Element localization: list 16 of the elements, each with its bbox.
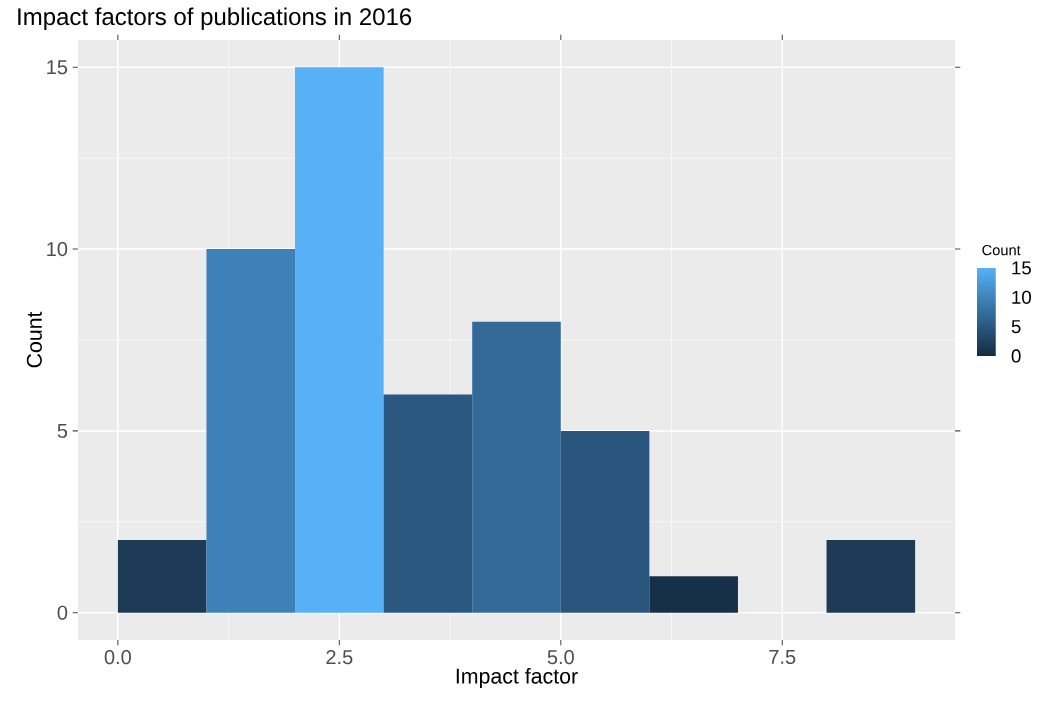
y-tick-label: 5 <box>57 423 68 438</box>
chart-title: Impact factors of publications in 2016 <box>18 7 412 30</box>
x-axis-title: Impact factor <box>456 668 578 688</box>
x-tick-label: 2.5 <box>326 650 353 665</box>
color-bar-label: 0 <box>1011 349 1021 363</box>
color-bar-title: Count <box>982 244 1021 256</box>
color-bar-label: 5 <box>1011 320 1021 334</box>
color-bar-label: 15 <box>1012 261 1031 275</box>
y-tick-label: 10 <box>47 241 68 257</box>
x-tick-label: 5.0 <box>547 650 574 665</box>
y-tick-label: 0 <box>57 605 68 620</box>
x-tick-label: 7.5 <box>769 650 796 664</box>
x-tick-label: 0.0 <box>104 650 131 665</box>
y-axis-title: Count <box>26 311 42 368</box>
color-bar-label: 10 <box>1012 290 1031 304</box>
y-tick-label: 15 <box>47 60 68 75</box>
